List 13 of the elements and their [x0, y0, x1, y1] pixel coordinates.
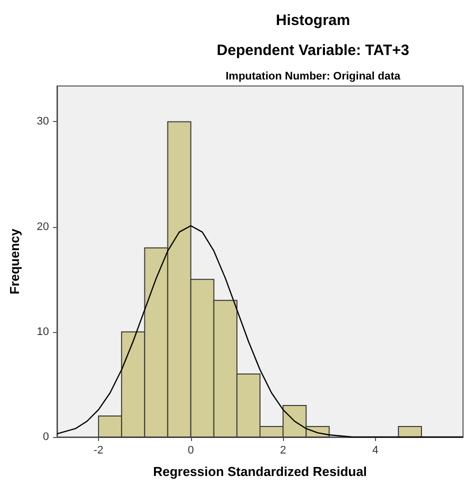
x-tick-label: -2 — [94, 444, 104, 456]
y-tick-label: 10 — [36, 326, 49, 338]
text: Imputation Number: Original data — [226, 70, 402, 82]
x-tick-label: 0 — [188, 444, 194, 456]
y-axis-title: Frequency — [7, 228, 22, 294]
y-tick-label: 20 — [36, 220, 49, 233]
x-tick-label: 2 — [280, 444, 286, 456]
x-tick-label: 4 — [372, 444, 378, 456]
x-axis-title: Regression Standardized Residual — [153, 464, 367, 479]
chart-title: Histogram — [276, 12, 350, 29]
y-tick-label: 30 — [36, 116, 49, 128]
y-tick-label: 0 — [42, 431, 49, 443]
chart-subtitle: Dependent Variable: TAT+3 — [216, 42, 410, 59]
